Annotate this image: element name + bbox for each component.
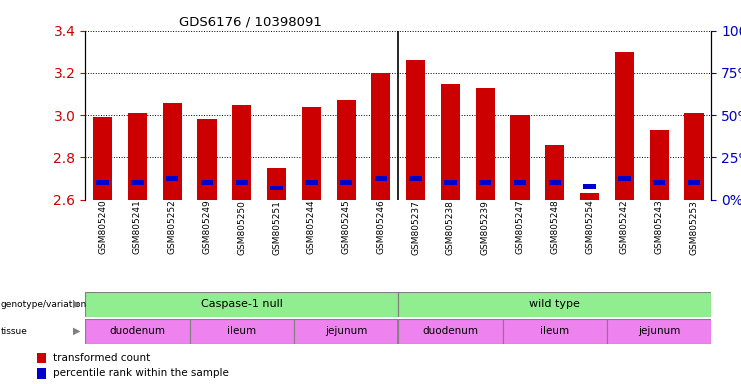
Bar xyxy=(580,194,599,200)
Bar xyxy=(166,176,179,181)
Bar xyxy=(131,180,144,185)
Bar xyxy=(583,184,596,189)
Text: jejunum: jejunum xyxy=(325,326,368,336)
Text: GSM805253: GSM805253 xyxy=(689,200,699,255)
Text: ileum: ileum xyxy=(540,326,569,336)
Bar xyxy=(545,145,565,200)
Text: GSM805246: GSM805246 xyxy=(376,200,385,255)
Bar xyxy=(615,52,634,200)
Bar xyxy=(128,113,147,200)
Bar xyxy=(476,88,495,200)
Bar xyxy=(618,176,631,181)
Bar xyxy=(267,168,286,200)
Bar xyxy=(336,101,356,200)
Bar xyxy=(371,73,391,200)
Text: GSM805239: GSM805239 xyxy=(481,200,490,255)
Text: GSM805245: GSM805245 xyxy=(342,200,350,255)
Bar xyxy=(96,180,109,185)
Bar xyxy=(548,180,561,185)
Bar xyxy=(502,319,607,344)
Bar xyxy=(511,115,530,200)
Text: GDS6176 / 10398091: GDS6176 / 10398091 xyxy=(179,15,322,28)
Text: tissue: tissue xyxy=(1,326,27,336)
Bar xyxy=(653,180,665,185)
Text: GSM805244: GSM805244 xyxy=(307,200,316,254)
Text: ileum: ileum xyxy=(227,326,256,336)
Bar xyxy=(607,319,711,344)
Bar xyxy=(197,119,216,200)
Text: GSM805252: GSM805252 xyxy=(167,200,176,255)
Bar xyxy=(270,186,283,190)
Bar xyxy=(375,176,387,181)
Text: GSM805238: GSM805238 xyxy=(446,200,455,255)
Text: GSM805250: GSM805250 xyxy=(237,200,246,255)
Bar xyxy=(85,319,190,344)
Bar xyxy=(685,113,703,200)
Text: GSM805249: GSM805249 xyxy=(202,200,211,255)
Bar xyxy=(445,180,456,185)
Text: GSM805247: GSM805247 xyxy=(516,200,525,255)
Text: ▶: ▶ xyxy=(73,326,80,336)
Bar xyxy=(399,292,711,317)
Bar xyxy=(190,319,294,344)
Bar xyxy=(93,117,112,200)
Bar xyxy=(688,180,700,185)
Bar xyxy=(410,176,422,181)
Text: duodenum: duodenum xyxy=(422,326,479,336)
Text: GSM805251: GSM805251 xyxy=(272,200,281,255)
Text: duodenum: duodenum xyxy=(110,326,165,336)
Text: GSM805254: GSM805254 xyxy=(585,200,594,255)
Text: GSM805240: GSM805240 xyxy=(98,200,107,255)
Text: GSM805241: GSM805241 xyxy=(133,200,142,255)
Bar xyxy=(37,353,47,363)
Bar xyxy=(305,180,318,185)
Bar xyxy=(650,130,668,200)
Bar xyxy=(514,180,526,185)
Bar xyxy=(340,180,352,185)
Bar xyxy=(85,292,399,317)
Bar xyxy=(479,180,491,185)
Bar xyxy=(406,60,425,200)
Text: Caspase-1 null: Caspase-1 null xyxy=(201,299,282,310)
Text: transformed count: transformed count xyxy=(53,353,150,363)
Text: genotype/variation: genotype/variation xyxy=(1,300,87,309)
Bar xyxy=(302,107,321,200)
Bar xyxy=(236,180,248,185)
Bar xyxy=(37,368,47,379)
Text: jejunum: jejunum xyxy=(638,326,680,336)
Bar xyxy=(294,319,398,344)
Text: GSM805243: GSM805243 xyxy=(655,200,664,255)
Text: GSM805242: GSM805242 xyxy=(620,200,629,254)
Bar xyxy=(399,319,502,344)
Bar xyxy=(201,180,213,185)
Text: ▶: ▶ xyxy=(73,299,80,309)
Bar xyxy=(232,105,251,200)
Text: wild type: wild type xyxy=(529,299,580,310)
Text: GSM805237: GSM805237 xyxy=(411,200,420,255)
Text: percentile rank within the sample: percentile rank within the sample xyxy=(53,368,228,378)
Bar xyxy=(162,103,182,200)
Bar xyxy=(441,84,460,200)
Text: GSM805248: GSM805248 xyxy=(551,200,559,255)
